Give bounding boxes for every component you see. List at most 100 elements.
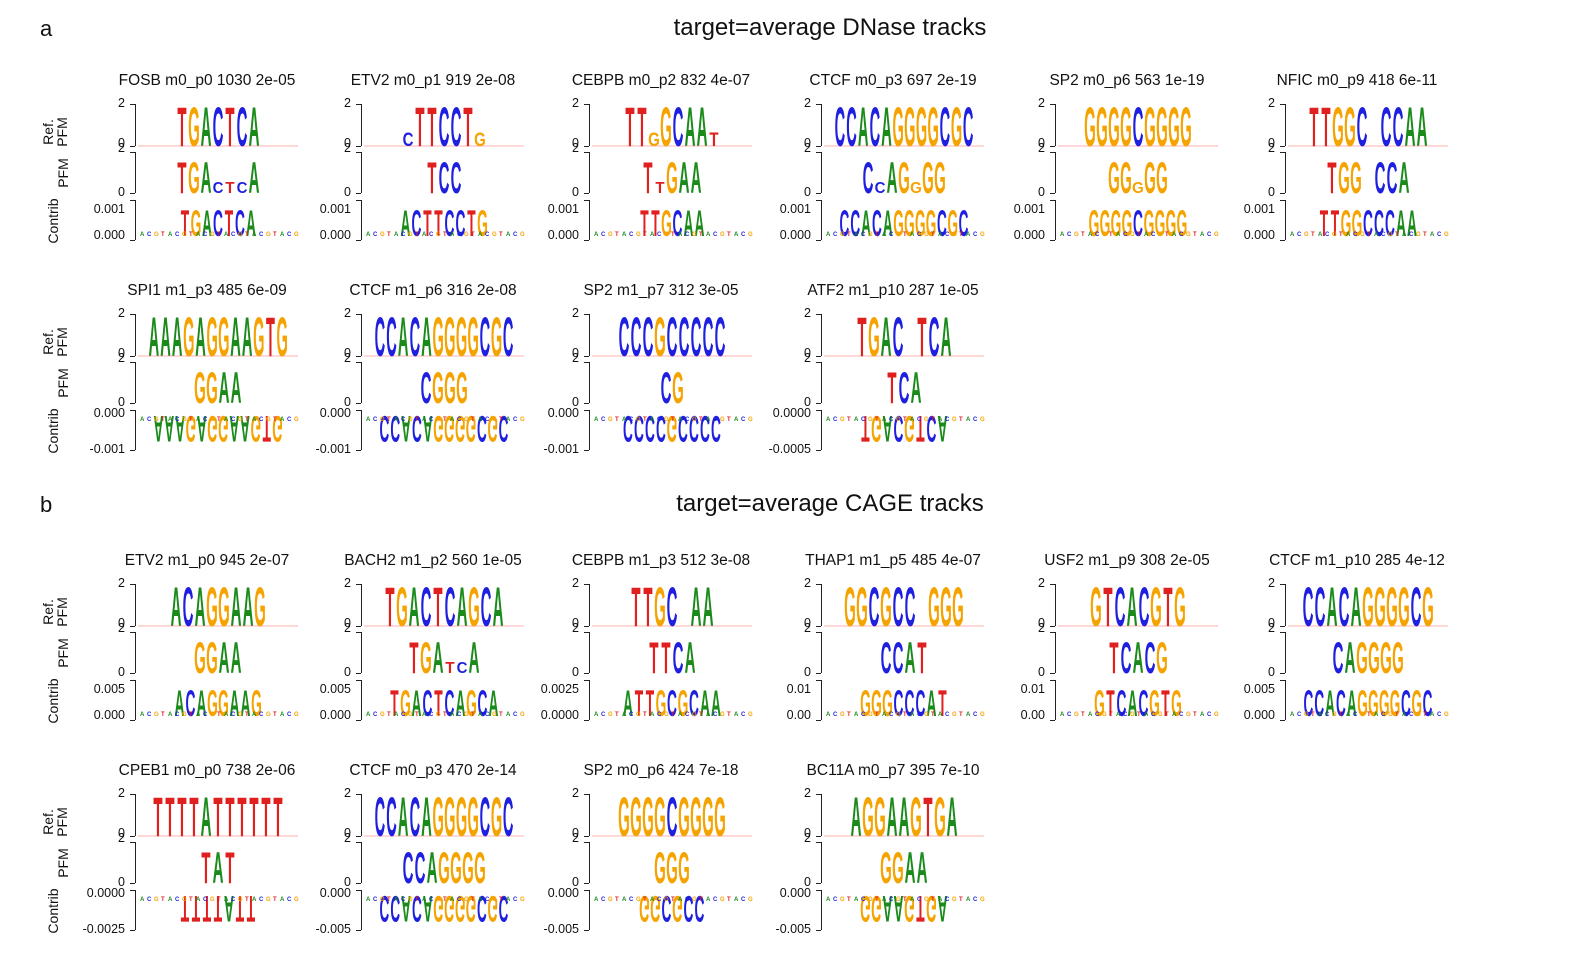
row-label-contrib: Contrib [45, 888, 61, 934]
background-letter: C [1409, 712, 1414, 718]
background-letter: A [706, 232, 711, 238]
background-letter: A [594, 897, 599, 903]
y-axis-tick [584, 680, 589, 681]
logo-letter: T [887, 364, 896, 414]
logo-letter: C [456, 201, 466, 243]
y-axis-tick [130, 314, 135, 315]
logo-letter: G [432, 785, 443, 848]
background-letter: G [210, 417, 215, 423]
background-letter: T [189, 897, 193, 903]
y-axis-tick [1280, 193, 1285, 194]
logo-letter: G [467, 785, 478, 848]
motif-title: BC11A m0_p7 395 7e-10 [806, 762, 980, 779]
sequence-logo: T T G G C A A TT T G A AT T G C A AA C G T A C G T A C G T A C G T A C G T A… [592, 95, 753, 244]
background-letter: T [931, 897, 935, 903]
background-letter: G [380, 417, 385, 423]
logo-letter: T [643, 154, 652, 204]
y-axis-tick [816, 314, 821, 315]
background-letter: T [1137, 712, 1141, 718]
background-letter: G [1304, 232, 1309, 238]
background-letter: C [287, 232, 292, 238]
background-letter: A [422, 712, 427, 718]
logo-letter: C [439, 95, 450, 158]
background-letter: A [1116, 712, 1121, 718]
background-letter: T [875, 232, 879, 238]
y-axis-line [135, 152, 136, 193]
y-axis-tick [584, 930, 589, 931]
background-letter: A [910, 897, 915, 903]
background-letter: G [896, 417, 901, 423]
background-letter: T [727, 897, 731, 903]
background-letter: T [671, 417, 675, 423]
logo-letter: T [203, 888, 211, 930]
y-tick-label: 2 [344, 306, 351, 320]
logo-letter: A [401, 408, 411, 451]
background-letter: G [664, 417, 669, 423]
logo-letter: T [181, 201, 189, 243]
motif-panel: SP2 m0_p6 424 7e-18 2 0 2 0 0.000 -0.005 G G G G C G… [486, 762, 753, 952]
motif-panel: SP2 m1_p7 312 3e-05 2 0 2 0 0.000 -0.001 C C C G C C… [486, 282, 753, 472]
background-letter: A [196, 417, 201, 423]
logo-letter: G [910, 785, 922, 848]
background-letter: A [450, 712, 455, 718]
y-axis-tick [356, 104, 361, 105]
logo-letter: C [634, 408, 644, 450]
background-letter: G [896, 897, 901, 903]
contrib-tick-label-top: 0.001 [547, 202, 579, 216]
logo-letter: A [409, 575, 420, 638]
y-axis-tick [1050, 680, 1055, 681]
logo-letter: G [218, 305, 229, 368]
y-axis-line [1285, 680, 1286, 720]
background-letter: C [1095, 712, 1100, 718]
background-letter: C [629, 712, 634, 718]
background-letter: C [429, 897, 434, 903]
background-letter: T [1423, 712, 1427, 718]
logo-letter: G [433, 888, 444, 931]
logo-letter: G [714, 785, 726, 848]
background-letter: T [189, 417, 193, 423]
background-letter: T [671, 897, 675, 903]
logo-letter: C [423, 681, 433, 723]
y-axis-tick [1050, 152, 1055, 153]
background-letter: G [492, 417, 497, 423]
background-letter: G [1388, 232, 1393, 238]
row-label-ref-line1: Ref. [40, 809, 56, 835]
logo-letter: A [887, 154, 898, 204]
background-letter: T [959, 417, 963, 423]
y-tick-label: 2 [1038, 96, 1045, 110]
background-letter: A [366, 897, 371, 903]
logo-letter: T [1331, 201, 1339, 243]
contrib-tick-label-bottom: -0.005 [315, 922, 351, 936]
logo-letter: G [922, 154, 934, 204]
logo-letter: C [667, 305, 678, 368]
y-axis-tick [584, 193, 589, 194]
y-axis-line [589, 890, 590, 930]
logo-letter: A [172, 305, 183, 368]
logo-letter: G [1357, 681, 1368, 724]
y-axis-tick [816, 356, 821, 357]
y-tick-label: 0 [572, 346, 579, 360]
logo-letter: C [386, 785, 397, 848]
logo-letter: A [938, 888, 948, 930]
logo-letter: G [1090, 575, 1102, 638]
logo-letter: G [218, 408, 229, 451]
y-axis-line [1285, 104, 1286, 146]
logo-letter: C [415, 844, 426, 894]
logo-letter: C [421, 575, 432, 638]
background-letter: C [401, 232, 406, 238]
background-letter: T [727, 417, 731, 423]
y-axis-tick [1280, 680, 1285, 681]
background-letter: A [678, 897, 683, 903]
y-axis-line [361, 632, 362, 673]
logo-letter: G [1144, 95, 1156, 158]
background-letter: A [966, 232, 971, 238]
background-letter: G [238, 232, 243, 238]
motif-panel: USF2 m1_p9 308 2e-05 2 0 2 0 0.01 0.00 G T C A C G T G… [952, 552, 1219, 742]
y-axis-line [361, 680, 362, 720]
logo-letter: A [911, 364, 922, 414]
logo-letter: C [421, 364, 432, 414]
background-letter: T [1165, 712, 1169, 718]
